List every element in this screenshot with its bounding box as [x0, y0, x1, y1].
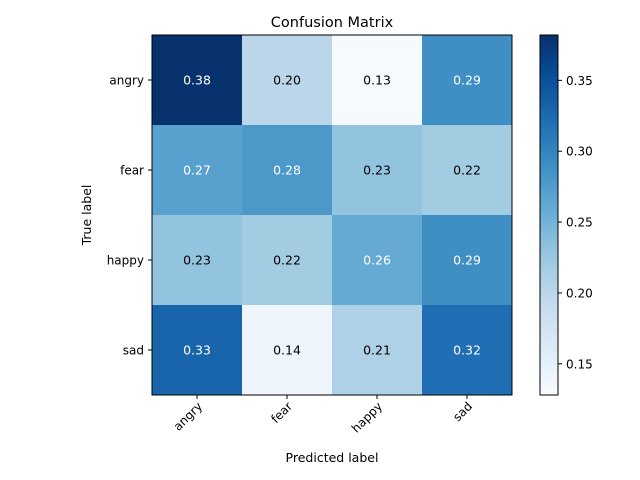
colorbar-tick-label: 0.25: [566, 216, 593, 230]
x-tick-label: happy: [349, 399, 385, 435]
heatmap-cell: [332, 305, 422, 395]
colorbar: [539, 34, 559, 396]
x-tick-label: fear: [268, 399, 295, 426]
heatmap-cell: [242, 305, 332, 395]
cell-value-label: 0.33: [183, 343, 211, 358]
colorbar-tick-label: 0.35: [566, 74, 593, 88]
cell-value-label: 0.23: [183, 253, 211, 268]
cell-value-label: 0.20: [273, 73, 301, 88]
chart-title: Confusion Matrix: [271, 15, 394, 31]
heatmap-cell: [152, 125, 242, 215]
colorbar-tick-label: 0.20: [566, 286, 593, 300]
heatmap-cell: [242, 125, 332, 215]
cell-value-label: 0.22: [453, 163, 481, 178]
heatmap-cell: [332, 125, 422, 215]
cell-value-label: 0.32: [453, 343, 481, 358]
x-axis-label: Predicted label: [286, 450, 379, 465]
colorbar-tick-label: 0.15: [566, 357, 593, 371]
cell-value-label: 0.38: [183, 73, 211, 88]
cell-value-label: 0.27: [183, 163, 211, 178]
cell-value-label: 0.29: [453, 253, 481, 268]
cell-value-label: 0.28: [273, 163, 301, 178]
y-tick-label: fear: [120, 164, 144, 178]
heatmap-cell: [332, 215, 422, 305]
y-tick-label: angry: [109, 74, 144, 88]
x-axis: angry fear happy sad: [171, 395, 475, 435]
heatmap-cell: [152, 305, 242, 395]
heatmap-cell: [422, 35, 512, 125]
cell-value-label: 0.23: [363, 163, 391, 178]
heatmap-cell: [152, 215, 242, 305]
heatmap-cell: [332, 35, 422, 125]
cell-value-label: 0.14: [273, 343, 301, 358]
cell-value-label: 0.29: [453, 73, 481, 88]
heatmap-cell: [242, 215, 332, 305]
y-axis: angry fear happy sad: [107, 74, 152, 358]
cell-value-label: 0.22: [273, 253, 301, 268]
y-tick-label: sad: [123, 344, 144, 358]
heatmap-cell: [152, 35, 242, 125]
cell-value-label: 0.13: [363, 73, 391, 88]
heatmap-cell: [422, 215, 512, 305]
cell-value-label: 0.26: [363, 253, 391, 268]
colorbar-ticks: 0.15 0.20 0.25 0.30 0.35: [558, 74, 593, 371]
heatmap-cell: [422, 305, 512, 395]
colorbar-tick-label: 0.30: [566, 145, 593, 159]
y-tick-label: happy: [107, 254, 144, 268]
cell-value-label: 0.21: [363, 343, 391, 358]
y-axis-label: True label: [79, 185, 94, 247]
heatmap-cells: [152, 35, 512, 395]
heatmap-cell: [242, 35, 332, 125]
cell-value-labels: 0.38 0.20 0.13 0.29 0.27 0.28 0.23 0.22 0.23 0.22…: [183, 73, 481, 358]
plot-frame: [151, 34, 513, 396]
x-tick-label: angry: [171, 399, 205, 433]
x-tick-label: sad: [450, 399, 475, 424]
heatmap-cell: [422, 125, 512, 215]
